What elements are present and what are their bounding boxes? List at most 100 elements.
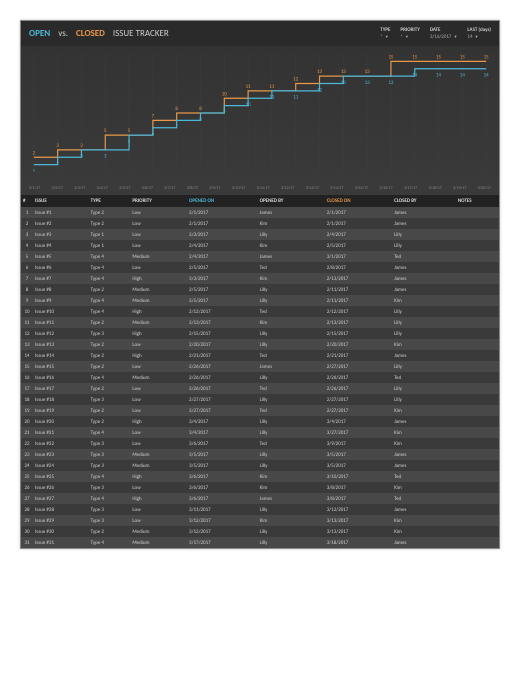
- table-row[interactable]: 10Issue #10Type 4High2/12/2017Ted2/12/20…: [21, 306, 499, 317]
- table-row[interactable]: 16Issue #16Type 4Medium2/26/2017Lilly2/2…: [21, 372, 499, 383]
- cell: Issue #22: [33, 438, 89, 449]
- cell: Issue #28: [33, 504, 89, 515]
- table-row[interactable]: 5Issue #5Type 4Medium2/4/2017James3/1/20…: [21, 251, 499, 262]
- table-row[interactable]: 6Issue #6Type 4Low2/5/2017Ted2/8/2017Jam…: [21, 262, 499, 273]
- table-row[interactable]: 26Issue #26Type 3Low3/6/2017Kim3/8/2017K…: [21, 482, 499, 493]
- svg-text:15: 15: [484, 54, 489, 60]
- cell: Issue #9: [33, 295, 89, 306]
- cell: Issue #24: [33, 460, 89, 471]
- cell: James: [392, 350, 456, 361]
- cell: Issue #25: [33, 471, 89, 482]
- table-row[interactable]: 4Issue #4Type 1Low2/4/2017Kim2/5/2017Lil…: [21, 240, 499, 251]
- table-row[interactable]: 17Issue #17Type 2Low2/26/2017Ted2/26/201…: [21, 383, 499, 394]
- table-row[interactable]: 25Issue #25Type 4High3/6/2017Kim3/10/201…: [21, 471, 499, 482]
- table-row[interactable]: 24Issue #24Type 3Medium3/5/2017Lilly3/5/…: [21, 460, 499, 471]
- col-closedby[interactable]: CLOSED BY: [392, 195, 456, 207]
- cell: Type 4: [89, 306, 131, 317]
- cell: Low: [130, 438, 187, 449]
- cell: 2/5/2017: [187, 284, 258, 295]
- cell: [456, 515, 499, 526]
- cell: [456, 251, 499, 262]
- cell: 19: [21, 405, 33, 416]
- cell: Low: [130, 240, 187, 251]
- table-row[interactable]: 9Issue #9Type 4Medium2/5/2017Lilly2/11/2…: [21, 295, 499, 306]
- table-row[interactable]: 8Issue #8Type 2Medium2/5/2017Lilly2/11/2…: [21, 284, 499, 295]
- cell: Issue #16: [33, 372, 89, 383]
- x-tick: 3/18/17: [429, 186, 442, 191]
- cell: 3/9/2017: [325, 438, 392, 449]
- filter-type[interactable]: TYPE*▼: [380, 27, 390, 40]
- cell: Type 4: [89, 537, 131, 548]
- col-issue[interactable]: ISSUE: [33, 195, 89, 207]
- chevron-down-icon: ▼: [405, 34, 409, 40]
- cell: 2/4/2017: [325, 229, 392, 240]
- table-row[interactable]: 12Issue #12Type 3High2/15/2017Lilly2/15/…: [21, 328, 499, 339]
- col-openedon[interactable]: OPENED ON: [187, 195, 258, 207]
- cell: 7: [21, 273, 33, 284]
- cell: Issue #14: [33, 350, 89, 361]
- cell: 2/13/2017: [325, 273, 392, 284]
- col-[interactable]: #: [21, 195, 33, 207]
- cell: Type 4: [89, 262, 131, 273]
- table-row[interactable]: 22Issue #22Type 3Low3/6/2017Ted3/9/2017K…: [21, 438, 499, 449]
- cell: Lilly: [392, 383, 456, 394]
- table-row[interactable]: 29Issue #29Type 3Low3/12/2017Kim3/13/201…: [21, 515, 499, 526]
- cell: 3/12/2017: [325, 504, 392, 515]
- cell: Medium: [130, 460, 187, 471]
- cell: [456, 504, 499, 515]
- table-row[interactable]: 14Issue #14Type 2High2/21/2017Ted2/21/20…: [21, 350, 499, 361]
- table-row[interactable]: 28Issue #28Type 3Low3/11/2017Lilly3/12/2…: [21, 504, 499, 515]
- table-row[interactable]: 7Issue #7Type 4High3/3/2017Kim2/13/2017J…: [21, 273, 499, 284]
- svg-text:8: 8: [199, 117, 202, 123]
- col-openedby[interactable]: OPENED BY: [258, 195, 325, 207]
- cell: High: [130, 416, 187, 427]
- cell: 3/4/2017: [325, 416, 392, 427]
- table-row[interactable]: 27Issue #27Type 4High3/6/2017James3/8/20…: [21, 493, 499, 504]
- col-closedon[interactable]: CLOSED ON: [325, 195, 392, 207]
- cell: Type 2: [89, 416, 131, 427]
- filter-date[interactable]: DATE3/16/2017▼: [430, 27, 458, 40]
- svg-text:14: 14: [460, 73, 465, 79]
- filter-priority[interactable]: PRIORITY*▼: [400, 27, 419, 40]
- cell: 2/12/2017: [187, 306, 258, 317]
- cell: Ted: [258, 405, 325, 416]
- table-row[interactable]: 1Issue #1Type 2Low2/1/2017James2/1/2017J…: [21, 207, 499, 218]
- table-row[interactable]: 31Issue #31Type 4Medium3/17/2017Lilly3/1…: [21, 537, 499, 548]
- cell: 3/18/2017: [325, 537, 392, 548]
- table-row[interactable]: 11Issue #11Type 2Medium2/13/2017Kim2/13/…: [21, 317, 499, 328]
- table-row[interactable]: 19Issue #19Type 2Low2/27/2017Ted2/27/201…: [21, 405, 499, 416]
- cell: [456, 526, 499, 537]
- table-row[interactable]: 21Issue #21Type 4Low3/4/2017Lilly3/27/20…: [21, 427, 499, 438]
- filter-lastdays[interactable]: LAST (days)14▼: [467, 27, 491, 40]
- cell: Lilly: [258, 449, 325, 460]
- cell: 2/5/2017: [325, 240, 392, 251]
- cell: Type 1: [89, 240, 131, 251]
- cell: 3/6/2017: [187, 493, 258, 504]
- table-row[interactable]: 15Issue #15Type 2Low2/26/2017James2/27/2…: [21, 361, 499, 372]
- svg-text:7: 7: [152, 113, 155, 119]
- cell: 14: [21, 350, 33, 361]
- table-row[interactable]: 18Issue #18Type 3Low2/27/2017Lilly2/27/2…: [21, 394, 499, 405]
- filter-label: TYPE: [380, 27, 390, 33]
- cell: Type 4: [89, 251, 131, 262]
- cell: 3/4/2017: [187, 416, 258, 427]
- table-row[interactable]: 23Issue #23Type 3Medium3/5/2017Lilly3/5/…: [21, 449, 499, 460]
- cell: Issue #31: [33, 537, 89, 548]
- col-type[interactable]: TYPE: [89, 195, 131, 207]
- table-row[interactable]: 20Issue #20Type 2High3/4/2017Lilly3/4/20…: [21, 416, 499, 427]
- cell: 27: [21, 493, 33, 504]
- cell: 17: [21, 383, 33, 394]
- col-notes[interactable]: NOTES: [456, 195, 499, 207]
- table-row[interactable]: 3Issue #3Type 1Low2/3/2017Lilly2/4/2017L…: [21, 229, 499, 240]
- cell: James: [392, 207, 456, 218]
- x-tick: 3/13/17: [306, 186, 319, 191]
- col-priority[interactable]: PRIORITY: [130, 195, 187, 207]
- table-row[interactable]: 2Issue #2Type 2Low2/1/2017Kim2/1/2017Jam…: [21, 218, 499, 229]
- table-row[interactable]: 30Issue #30Type 2Medium3/12/2017Lilly3/1…: [21, 526, 499, 537]
- cell: 2/1/2017: [325, 218, 392, 229]
- svg-text:14: 14: [436, 73, 441, 79]
- table-row[interactable]: 13Issue #13Type 2Low2/20/2017Lilly2/20/2…: [21, 339, 499, 350]
- svg-text:13: 13: [341, 69, 346, 75]
- title-closed: CLOSED: [76, 28, 105, 39]
- cell: Type 2: [89, 339, 131, 350]
